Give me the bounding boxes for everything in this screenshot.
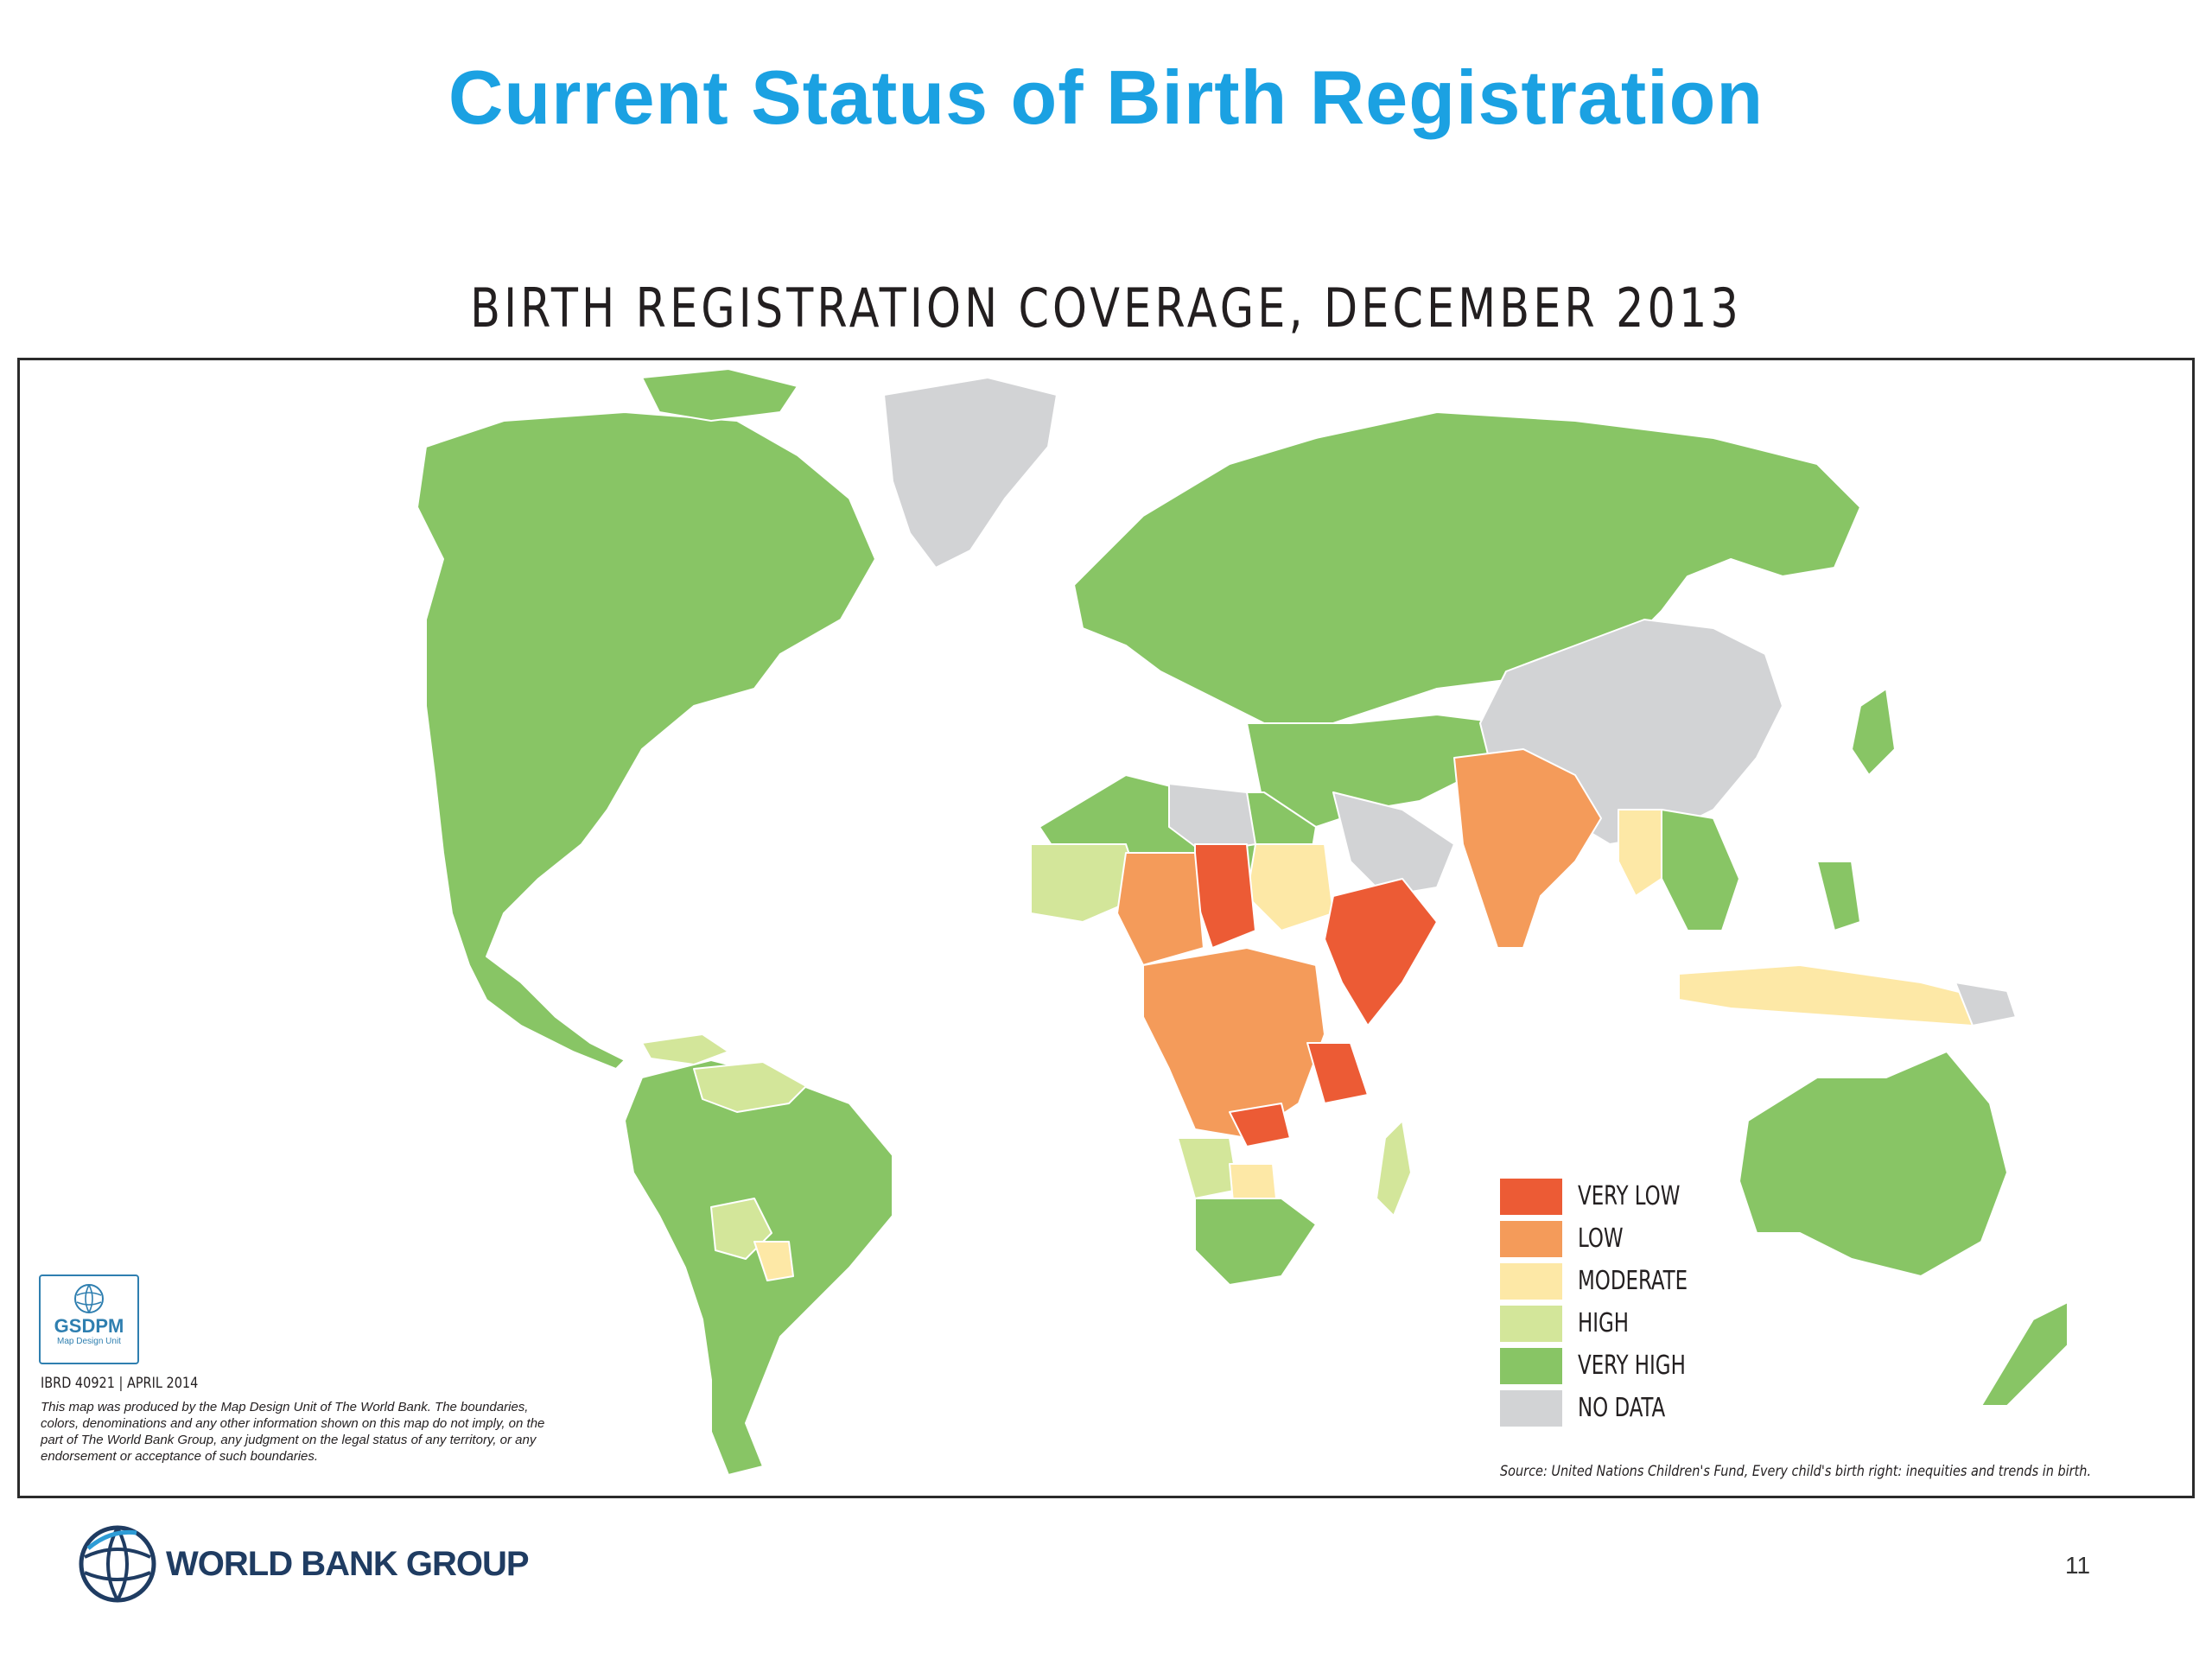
region-zambia [1229, 1103, 1291, 1147]
world-bank-group-wordmark: WORLD BANK GROUP [166, 1544, 530, 1583]
region-arabia [1332, 791, 1455, 897]
region-europe-russia [1073, 411, 1861, 733]
region-tanzania [1306, 1042, 1369, 1104]
legend-swatch [1500, 1347, 1562, 1384]
legend-swatch [1500, 1178, 1562, 1215]
world-bank-globe-icon [79, 1525, 156, 1603]
region-horn-of-africa [1324, 878, 1438, 1027]
region-png [1955, 982, 2017, 1027]
region-niger-nigeria [1116, 852, 1205, 966]
region-central-africa [1142, 947, 1325, 1139]
legend-item: VERY HIGH [1500, 1344, 1707, 1387]
region-paraguay [753, 1241, 794, 1281]
region-indonesia [1678, 964, 1991, 1027]
legend-swatch [1500, 1220, 1562, 1257]
page-number: 11 [2065, 1552, 2091, 1579]
map-disclaimer: This map was produced by the Map Design … [41, 1400, 545, 1464]
region-north-america [416, 411, 876, 1070]
legend-item: HIGH [1500, 1302, 1707, 1344]
legend-item: VERY LOW [1500, 1175, 1707, 1217]
region-south-america [624, 1059, 893, 1476]
region-greenland [883, 377, 1058, 569]
region-australia [1738, 1051, 2008, 1277]
region-south-africa [1194, 1198, 1317, 1286]
legend-item: NO DATA [1500, 1387, 1707, 1429]
ibrd-reference: IBRD 40921 | APRIL 2014 [41, 1375, 199, 1392]
region-japan [1851, 688, 1896, 776]
region-new-zealand [1980, 1301, 2069, 1407]
legend-label: MODERATE [1578, 1266, 1688, 1296]
map-title: BIRTH REGISTRATION COVERAGE, DECEMBER 20… [470, 276, 1742, 340]
region-chad [1194, 843, 1256, 949]
gsdpm-name: GSDPM [54, 1315, 124, 1337]
legend-swatch [1500, 1262, 1562, 1300]
world-map: GSDPM Map Design Unit IBRD 40921 | APRIL… [17, 358, 2195, 1498]
legend-swatch [1500, 1389, 1562, 1427]
world-bank-group-logo[interactable]: WORLD BANK GROUP [76, 1522, 530, 1605]
region-caribbean [641, 1033, 729, 1065]
region-west-africa-high [1030, 843, 1144, 923]
legend-swatch [1500, 1305, 1562, 1342]
gsdpm-badge: GSDPM Map Design Unit [39, 1274, 139, 1364]
gsdpm-subtitle: Map Design Unit [57, 1337, 121, 1346]
region-philippines [1816, 861, 1861, 931]
slide-title: Current Status of Birth Registration [448, 54, 1764, 140]
legend-item: MODERATE [1500, 1260, 1707, 1302]
legend-label: VERY LOW [1578, 1181, 1681, 1211]
map-legend: VERY LOW LOW MODERATE HIGH VERY HIGH NO … [1500, 1175, 1707, 1429]
region-madagascar [1376, 1120, 1412, 1217]
world-map-graphic [416, 368, 2069, 1476]
legend-label: LOW [1578, 1224, 1624, 1254]
globe-icon [74, 1284, 104, 1313]
region-southeast-asia [1661, 809, 1740, 931]
legend-label: NO DATA [1578, 1393, 1666, 1423]
map-source: Source: United Nations Children's Fund, … [1500, 1463, 2092, 1480]
region-arctic-islands [641, 368, 798, 422]
region-south-asia [1453, 748, 1602, 949]
legend-item: LOW [1500, 1217, 1707, 1260]
region-sudan-moderate [1246, 843, 1334, 931]
region-venezuela-guianas [693, 1061, 807, 1113]
legend-label: VERY HIGH [1578, 1351, 1686, 1381]
legend-label: HIGH [1578, 1308, 1630, 1338]
region-myanmar [1618, 809, 1662, 897]
